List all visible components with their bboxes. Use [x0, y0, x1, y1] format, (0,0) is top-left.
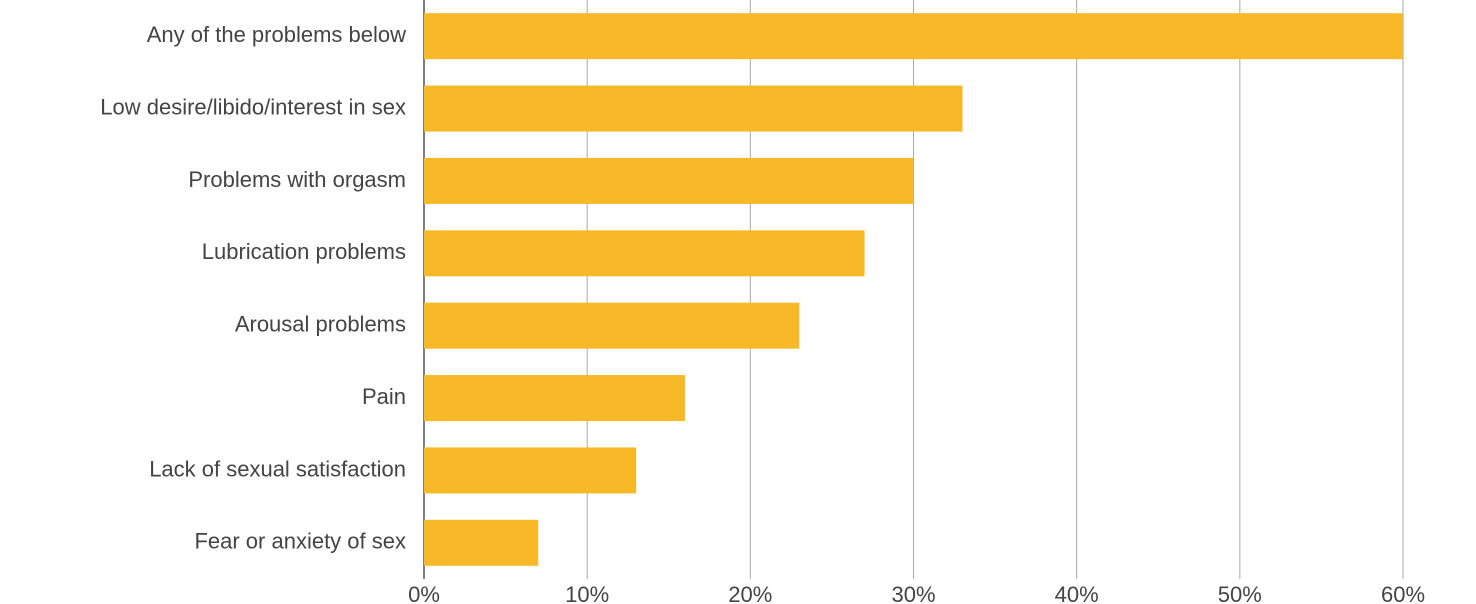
bar: [424, 157, 914, 204]
bar: [424, 447, 637, 494]
x-tick-label: 20%: [728, 582, 772, 604]
x-tick-label: 30%: [891, 582, 935, 604]
x-tick-label: 40%: [1055, 582, 1099, 604]
y-tick-label: Fear or anxiety of sex: [194, 529, 406, 554]
bar: [424, 375, 686, 422]
x-tick-label: 10%: [565, 582, 609, 604]
y-tick-label: Lubrication problems: [202, 239, 406, 264]
bar: [424, 302, 800, 349]
bar: [424, 85, 963, 132]
y-tick-label: Any of the problems below: [147, 22, 406, 47]
y-tick-label: Low desire/libido/interest in sex: [100, 94, 406, 119]
y-tick-label: Arousal problems: [235, 312, 406, 337]
bar: [424, 230, 865, 277]
y-tick-label: Pain: [362, 384, 406, 409]
bar: [424, 13, 1403, 60]
x-tick-label: 0%: [408, 582, 440, 604]
bar: [424, 519, 539, 566]
x-tick-label: 50%: [1218, 582, 1262, 604]
x-tick-label: 60%: [1381, 582, 1425, 604]
y-tick-label: Problems with orgasm: [188, 167, 406, 192]
y-tick-label: Lack of sexual satisfaction: [149, 456, 406, 481]
